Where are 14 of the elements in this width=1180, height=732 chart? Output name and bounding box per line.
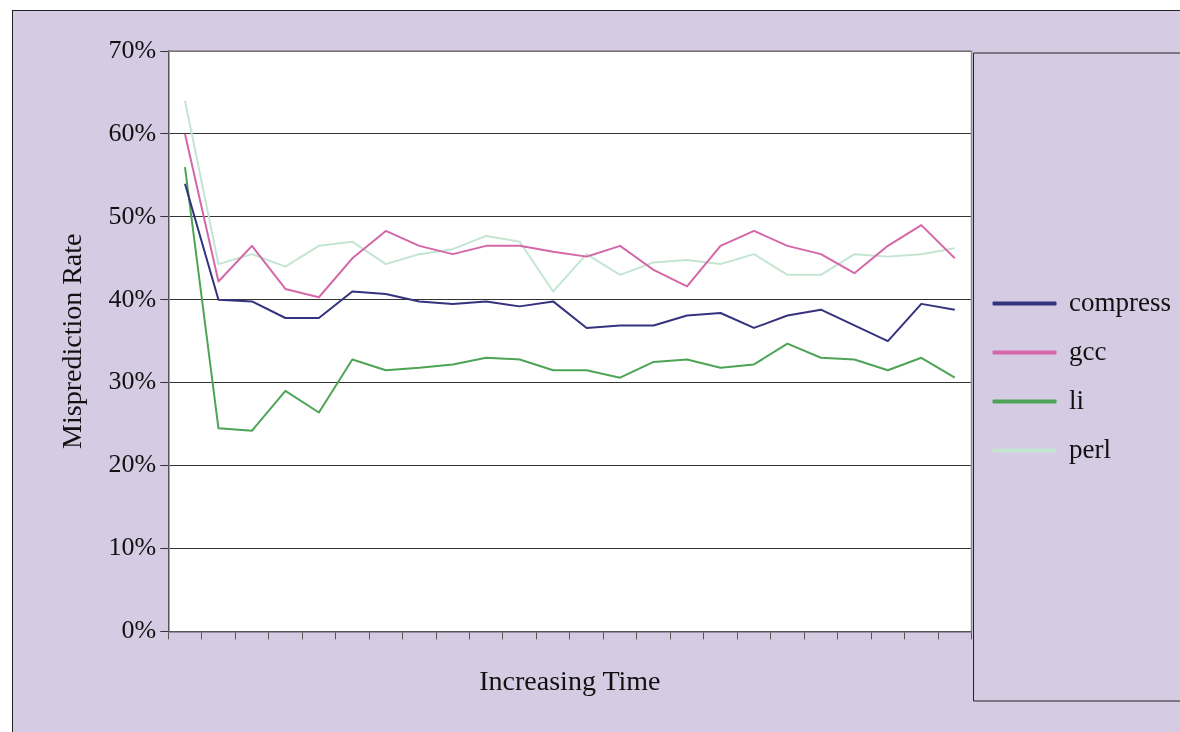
- y-axis-title: Misprediction Rate: [56, 233, 88, 449]
- y-tick-label: 60%: [108, 117, 157, 147]
- x-axis-title: Increasing Time: [479, 664, 661, 696]
- legend-label: perl: [1069, 433, 1112, 464]
- legend-label: compress: [1069, 286, 1172, 317]
- y-tick-label: 50%: [108, 200, 157, 230]
- legend-label: gcc: [1069, 335, 1107, 366]
- legend-label: li: [1069, 384, 1085, 415]
- y-tick-label: 40%: [108, 283, 157, 313]
- y-tick-label: 0%: [121, 615, 157, 645]
- y-tick-label: 30%: [108, 366, 157, 396]
- y-tick-label: 20%: [108, 449, 157, 479]
- y-tick-label: 10%: [108, 532, 157, 562]
- y-tick-label: 70%: [108, 34, 157, 64]
